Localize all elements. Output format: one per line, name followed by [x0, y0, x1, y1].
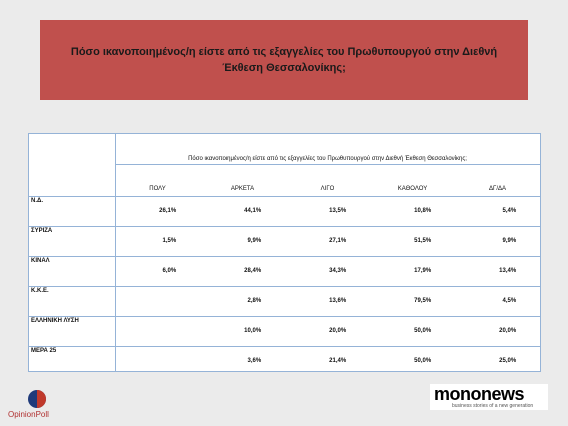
cell-value: 10,0%: [244, 328, 262, 334]
column-header: ΛΙΓΟ: [320, 186, 335, 192]
column-header: ΑΡΚΕΤΑ: [230, 186, 255, 192]
opinionpoll-logo: OpinionPoll: [8, 410, 49, 419]
row-divider: [29, 316, 540, 317]
cell-value: 17,9%: [414, 268, 432, 274]
cell-value: 2,8%: [247, 298, 262, 304]
column-header: ΠΟΛΥ: [149, 186, 166, 192]
cell-value: 27,1%: [329, 238, 347, 244]
cell-value: 20,0%: [499, 328, 517, 334]
cell-value: 9,9%: [247, 238, 262, 244]
mononews-box: mononews business stories of a new gener…: [430, 384, 548, 410]
cell-value: 20,0%: [329, 328, 347, 334]
row-divider: [115, 164, 540, 165]
row-divider: [29, 196, 540, 197]
cell-value: 13,4%: [499, 268, 517, 274]
cell-value: 50,0%: [414, 358, 432, 364]
row-label: ΚΙΝΑΛ: [31, 258, 50, 264]
cell-value: 3,6%: [247, 358, 262, 364]
row-label: ΕΛΛΗΝΙΚΗ ΛΥΣΗ: [31, 318, 79, 324]
cell-value: 6,0%: [162, 268, 177, 274]
row-label: ΜΕΡΑ 25: [31, 348, 57, 354]
title-box: Πόσο ικανοποιημένος/η είστε από τις εξαγ…: [40, 20, 528, 100]
row-label: Κ.Κ.Ε.: [31, 288, 49, 294]
cell-value: 13,5%: [329, 208, 347, 214]
row-label: Ν.Δ.: [31, 198, 43, 204]
cell-value: 1,5%: [162, 238, 177, 244]
cell-value: 13,6%: [329, 298, 347, 304]
cell-value: 34,3%: [329, 268, 347, 274]
row-divider: [29, 256, 540, 257]
cell-value: 9,9%: [502, 238, 517, 244]
cell-value: 79,5%: [414, 298, 432, 304]
cell-value: 5,4%: [502, 208, 517, 214]
cell-value: 44,1%: [244, 208, 262, 214]
cell-value: 10,8%: [414, 208, 432, 214]
title: Πόσο ικανοποιημένος/η είστε από τις εξαγ…: [70, 46, 498, 74]
row-divider: [29, 346, 540, 347]
results-table: Πόσο ικανοποιημένος/η είστε από τις εξαγ…: [28, 133, 541, 372]
cell-value: 25,0%: [499, 358, 517, 364]
mononews-logo: mononews: [434, 384, 525, 404]
row-divider: [29, 286, 540, 287]
cell-value: 4,5%: [502, 298, 517, 304]
table-caption: Πόσο ικανοποιημένος/η είστε από τις εξαγ…: [188, 156, 467, 162]
opinionpoll-icon: [28, 390, 46, 408]
column-header: ΚΑΘΟΛΟΥ: [397, 186, 428, 192]
cell-value: 50,0%: [414, 328, 432, 334]
column-header: ΔΓ/ΔΑ: [489, 186, 506, 192]
cell-value: 21,4%: [329, 358, 347, 364]
cell-value: 28,4%: [244, 268, 262, 274]
cell-value: 26,1%: [159, 208, 177, 214]
row-divider: [29, 226, 540, 227]
mononews-tagline: business stories of a new generation: [452, 403, 534, 409]
row-label: ΣΥΡΙΖΑ: [31, 228, 53, 234]
cell-value: 51,5%: [414, 238, 432, 244]
column-divider: [115, 134, 116, 371]
